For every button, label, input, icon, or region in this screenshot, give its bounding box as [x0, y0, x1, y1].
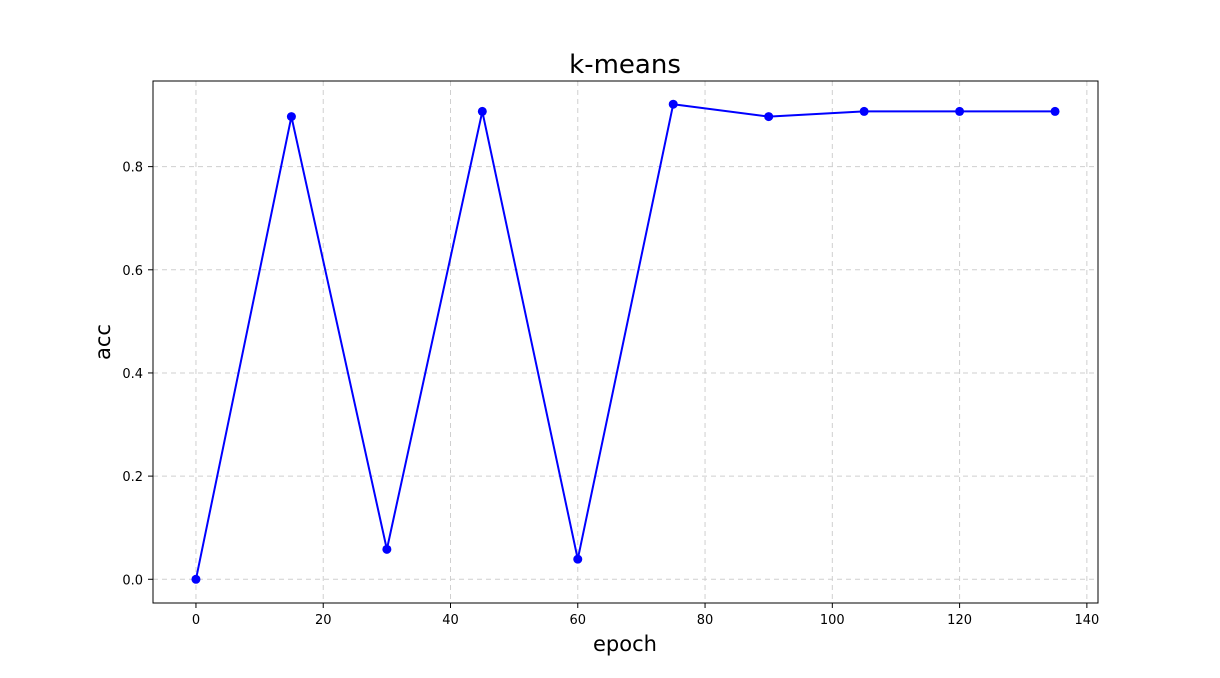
x-tick-label: 140 [1074, 613, 1099, 628]
x-axis-label: epoch [593, 632, 657, 656]
y-axis-label: acc [91, 324, 115, 360]
data-point [764, 112, 774, 122]
x-tick-label: 20 [315, 613, 332, 628]
x-tick-label: 0 [192, 613, 200, 628]
grid [153, 81, 1098, 603]
y-tick-label: 0.6 [122, 264, 143, 279]
x-tick-label: 60 [569, 613, 586, 628]
data-point [955, 106, 965, 116]
data-point [191, 574, 201, 584]
chart-title: k-means [569, 50, 681, 80]
data-point [1050, 106, 1060, 116]
y-tick-label: 0.4 [122, 367, 143, 382]
data-point [859, 106, 869, 116]
y-tick-label: 0.8 [122, 161, 143, 176]
data-point [573, 554, 583, 564]
x-tick-label: 100 [820, 613, 845, 628]
data-point [286, 112, 296, 122]
axis-ticks: 0 20 40 60 80 100 120 140 0.0 0.2 0.4 0.6 0.8 [122, 161, 1099, 628]
y-tick-label: 0.2 [122, 470, 143, 485]
data-point [477, 106, 487, 116]
series-layer [191, 99, 1060, 584]
y-tick-label: 0.0 [122, 573, 143, 588]
x-tick-label: 80 [697, 613, 714, 628]
x-tick-label: 40 [442, 613, 459, 628]
data-point [382, 544, 392, 554]
series-line [194, 103, 1056, 580]
x-tick-label: 120 [947, 613, 972, 628]
data-point [668, 99, 678, 109]
plot-area-frame [152, 80, 1099, 604]
